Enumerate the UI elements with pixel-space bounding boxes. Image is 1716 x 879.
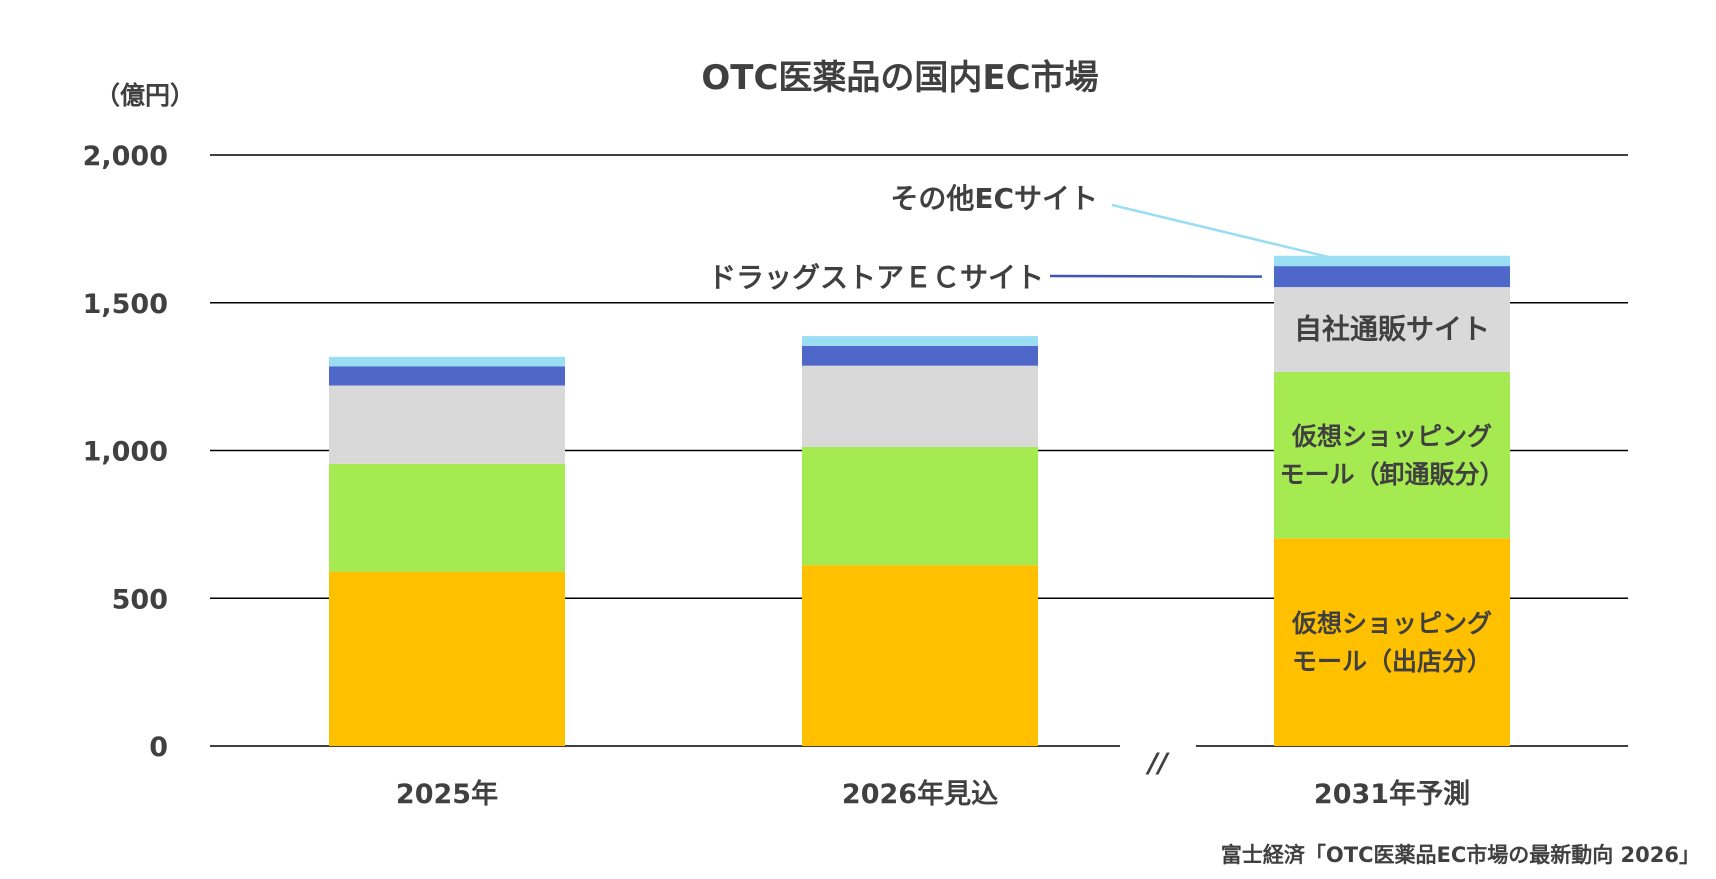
callout-label: ドラッグストアＥＣサイト [708,261,1044,294]
y-unit-label: （億円） [95,81,195,110]
callout-label: その他ECサイト [890,182,1098,215]
segment-label: 仮想ショッピング [1291,609,1492,638]
bar-segment [802,446,1038,566]
y-tick-label: 1,500 [83,289,168,320]
segment-label: 自社通販サイト [1294,312,1490,345]
bar-segment [329,571,565,746]
x-tick-labels: 2025年 2026年見込 2031年予測 [396,778,1470,810]
bar-segment [1274,287,1510,372]
y-tick-label: 2,000 [83,141,168,172]
axis-break: // [1145,748,1170,779]
bar-segment [1274,371,1510,539]
x-tick-label: 2026年見込 [842,778,998,810]
segment-label: モール（卸通販分） [1279,460,1504,489]
bar-segment [329,385,565,464]
y-tick-label: 1,000 [83,437,168,468]
y-tick-labels: 0 500 1,000 1,500 2,000 [83,141,168,763]
bar-segment [1274,266,1510,288]
axis-break-mark: // [1145,748,1170,779]
bar-segment [802,336,1038,346]
y-tick-label: 500 [112,584,168,615]
bar-segment [802,345,1038,366]
callout-leader-line [1111,203,1346,263]
y-tick-label: 0 [149,732,168,763]
callout-leader-line [1049,274,1263,278]
bar-segment [1274,255,1510,267]
bar-segment [329,356,565,367]
x-tick-label: 2031年予測 [1314,778,1470,810]
bars [329,255,1510,746]
segment-label: 仮想ショッピング [1291,422,1492,451]
x-tick-label: 2025年 [396,778,498,810]
bar-segment [329,463,565,572]
segment-label: モール（出店分） [1292,647,1492,676]
bar-segment [802,365,1038,447]
bar-segment [1274,538,1510,746]
source-note: 富士経済「OTC医薬品EC市場の最新動向 2026」 [1221,843,1700,867]
bar-segment [802,565,1038,746]
chart-title: OTC医薬品の国内EC市場 [701,58,1098,98]
bar-segment [329,366,565,386]
